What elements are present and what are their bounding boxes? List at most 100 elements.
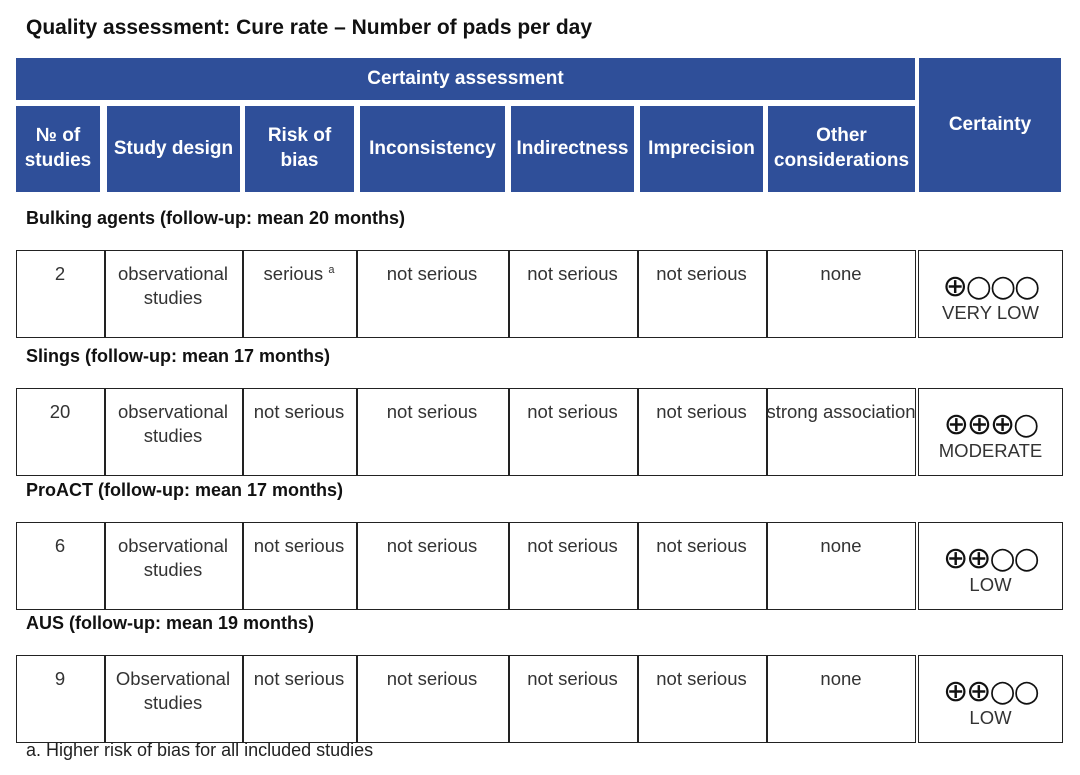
cell-divider: [508, 522, 510, 610]
cell-text: not serious: [527, 263, 618, 284]
cell-divider: [242, 250, 244, 338]
cell: not serious: [242, 655, 356, 743]
cell-text: observational studies: [117, 263, 229, 309]
group-label: AUS (follow-up: mean 19 months): [26, 613, 314, 633]
column-header: № of studies: [16, 106, 100, 192]
cell-divider: [356, 388, 358, 476]
cell: not serious: [508, 388, 637, 476]
cell: not serious: [242, 522, 356, 610]
column-header: Inconsistency: [360, 106, 505, 192]
cell-divider: [766, 522, 768, 610]
cell-text: none: [820, 535, 862, 556]
cell-text: 2: [54, 263, 66, 284]
certainty-box: ⊕⊕○○ LOW: [918, 522, 1063, 610]
cell-divider: [766, 655, 768, 743]
cell-text: 20: [49, 401, 71, 422]
cell-divider: [242, 522, 244, 610]
cell-divider: [104, 522, 106, 610]
row-box: [16, 388, 916, 476]
cell: 9: [16, 655, 104, 743]
column-header: Indirectness: [511, 106, 634, 192]
cell-text: serious: [263, 263, 324, 284]
cell-text: not serious: [656, 263, 747, 284]
cell-divider: [508, 250, 510, 338]
cell: not serious: [637, 388, 766, 476]
cell: none: [766, 522, 916, 610]
cell: not serious: [508, 522, 637, 610]
cell: not serious: [356, 655, 508, 743]
footnote: a. Higher risk of bias for all included …: [26, 740, 374, 760]
cell-divider: [104, 655, 106, 743]
cell: Observational studies: [104, 655, 242, 743]
cell-divider: [766, 250, 768, 338]
cell-text: observational studies: [117, 401, 229, 447]
group-label: Bulking agents (follow-up: mean 20 month…: [26, 208, 406, 228]
cell-text: not serious: [253, 535, 345, 556]
certainty-rating: MODERATE: [938, 440, 1043, 461]
column-header: Risk of bias: [245, 106, 354, 192]
cell-text: observational studies: [117, 535, 229, 581]
row-box: [16, 522, 916, 610]
certainty-header: Certainty: [919, 58, 1061, 192]
certainty-symbols: ⊕⊕○○: [943, 541, 1040, 576]
cell: not serious: [242, 388, 356, 476]
row-box: [16, 655, 916, 743]
column-header: Study design: [107, 106, 240, 192]
cell-text: not serious: [253, 668, 345, 689]
certainty-symbols: ⊕⊕○○: [943, 674, 1040, 709]
certainty-rating: LOW: [969, 707, 1012, 728]
footnote-marker: a: [328, 263, 335, 276]
cell-text: not serious: [253, 401, 345, 422]
cell: serious a: [242, 250, 356, 338]
cell-text: 6: [54, 535, 66, 556]
cell: none: [766, 655, 916, 743]
cell-divider: [104, 250, 106, 338]
cell: not serious: [637, 655, 766, 743]
cell-text: not serious: [527, 668, 618, 689]
certainty-symbols: ⊕○○○: [942, 269, 1041, 304]
cell-divider: [508, 388, 510, 476]
cell-text: Observational studies: [115, 668, 231, 714]
cell-divider: [637, 522, 639, 610]
cell: not serious: [508, 250, 637, 338]
certainty-rating: VERY LOW: [942, 302, 1039, 323]
cell: not serious: [356, 250, 508, 338]
cell-text: not serious: [656, 668, 747, 689]
cell-text: not serious: [386, 668, 478, 689]
column-header: Other considerations: [768, 106, 915, 192]
cell-divider: [508, 655, 510, 743]
cell: not serious: [356, 388, 508, 476]
cell: observational studies: [104, 250, 242, 338]
cell-text: none: [820, 668, 862, 689]
cell-text: not serious: [656, 401, 747, 422]
cell-text: not serious: [386, 535, 478, 556]
row-box: [16, 250, 916, 338]
cell-divider: [637, 250, 639, 338]
cell: observational studies: [104, 522, 242, 610]
cell-text: strong association: [766, 401, 916, 422]
cell: not serious: [637, 250, 766, 338]
cell: 2: [16, 250, 104, 338]
cell-divider: [766, 388, 768, 476]
group-header: Certainty assessment: [16, 58, 915, 100]
cell: 20: [16, 388, 104, 476]
cell-text: not serious: [656, 535, 747, 556]
certainty-box: ⊕⊕○○ LOW: [918, 655, 1063, 743]
cell-divider: [242, 655, 244, 743]
column-header: Imprecision: [640, 106, 763, 192]
cell: none: [766, 250, 916, 338]
cell-divider: [637, 655, 639, 743]
group-label: ProACT (follow-up: mean 17 months): [26, 480, 343, 500]
certainty-rating: LOW: [969, 574, 1012, 595]
cell-text: 9: [54, 668, 66, 689]
cell: 6: [16, 522, 104, 610]
certainty-box: ⊕⊕⊕○ MODERATE: [918, 388, 1063, 476]
cell-text: not serious: [386, 401, 478, 422]
cell: strong association: [766, 388, 916, 476]
cell-text: not serious: [527, 535, 618, 556]
cell: not serious: [356, 522, 508, 610]
certainty-box: ⊕○○○ VERY LOW: [918, 250, 1063, 338]
cell-text: none: [820, 263, 862, 284]
cell-divider: [242, 388, 244, 476]
